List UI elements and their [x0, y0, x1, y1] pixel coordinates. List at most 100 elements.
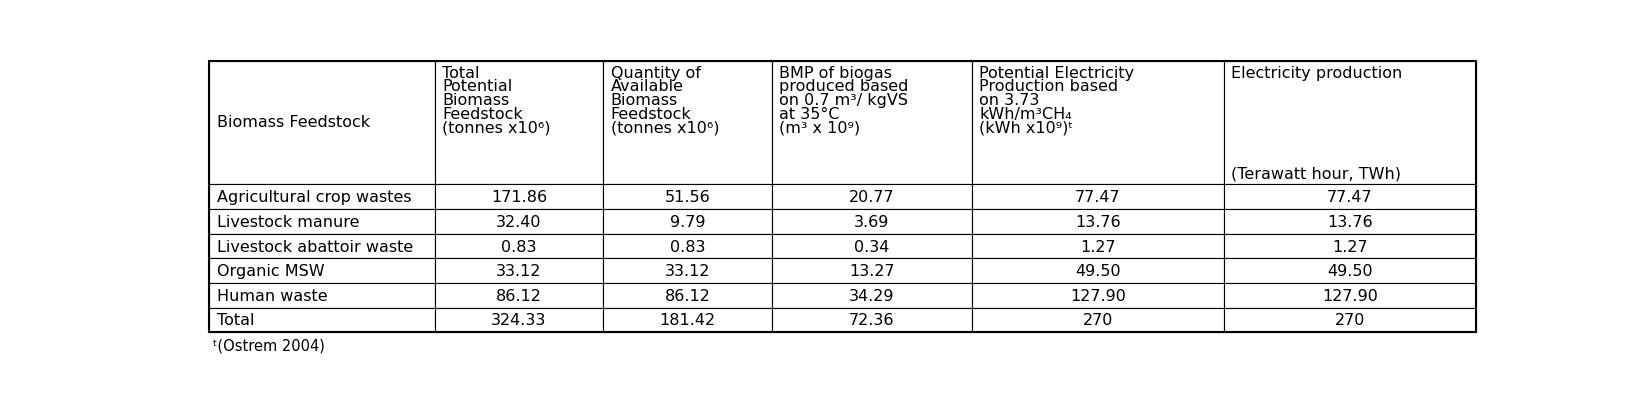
Bar [771, 259, 972, 283]
Bar [1223, 185, 1476, 209]
Text: produced based: produced based [779, 79, 909, 94]
Bar [771, 308, 972, 333]
Bar [209, 283, 434, 308]
Text: Quantity of: Quantity of [612, 65, 700, 81]
Text: (Terawatt hour, TWh): (Terawatt hour, TWh) [1231, 166, 1401, 181]
Text: ᵗ(Ostrem 2004): ᵗ(Ostrem 2004) [214, 337, 326, 352]
Text: Biomass: Biomass [612, 93, 677, 108]
Text: Potential: Potential [442, 79, 513, 94]
Bar [603, 62, 771, 185]
Bar [972, 283, 1223, 308]
Text: 34.29: 34.29 [848, 288, 894, 303]
Text: kWh/m³CH₄: kWh/m³CH₄ [980, 106, 1072, 121]
Text: 32.40: 32.40 [496, 214, 543, 229]
Text: at 35°C: at 35°C [779, 106, 840, 121]
Bar [209, 234, 434, 259]
Bar [603, 234, 771, 259]
Text: Livestock abattoir waste: Livestock abattoir waste [217, 239, 413, 254]
Text: 13.27: 13.27 [848, 263, 894, 279]
Text: 9.79: 9.79 [669, 214, 705, 229]
Bar [1223, 62, 1476, 185]
Bar [771, 185, 972, 209]
Text: 33.12: 33.12 [496, 263, 543, 279]
Text: 0.34: 0.34 [853, 239, 889, 254]
Bar [771, 234, 972, 259]
Bar [972, 209, 1223, 234]
Text: 86.12: 86.12 [664, 288, 710, 303]
Text: Electricity production: Electricity production [1231, 65, 1402, 81]
Bar [771, 283, 972, 308]
Text: 324.33: 324.33 [492, 313, 547, 328]
Bar [434, 259, 603, 283]
Text: Livestock manure: Livestock manure [217, 214, 360, 229]
Text: (tonnes x10⁶): (tonnes x10⁶) [612, 120, 720, 135]
Bar [603, 185, 771, 209]
Text: on 0.7 m³/ kgVS: on 0.7 m³/ kgVS [779, 93, 907, 108]
Bar [434, 185, 603, 209]
Text: Biomass Feedstock: Biomass Feedstock [217, 114, 370, 129]
Text: 51.56: 51.56 [664, 190, 710, 204]
Bar [771, 209, 972, 234]
Text: Potential Electricity: Potential Electricity [980, 65, 1134, 81]
Text: Total: Total [217, 313, 255, 328]
Text: 171.86: 171.86 [492, 190, 547, 204]
Bar [434, 209, 603, 234]
Text: Feedstock: Feedstock [612, 106, 692, 121]
Text: 49.50: 49.50 [1075, 263, 1121, 279]
Bar [434, 234, 603, 259]
Bar [1223, 283, 1476, 308]
Bar [1223, 308, 1476, 333]
Text: 127.90: 127.90 [1070, 288, 1126, 303]
Bar [209, 62, 1476, 333]
Text: Production based: Production based [980, 79, 1118, 94]
Text: 49.50: 49.50 [1327, 263, 1373, 279]
Bar [972, 234, 1223, 259]
Text: Total: Total [442, 65, 480, 81]
Text: 1.27: 1.27 [1080, 239, 1116, 254]
Text: Agricultural crop wastes: Agricultural crop wastes [217, 190, 411, 204]
Text: Organic MSW: Organic MSW [217, 263, 324, 279]
Text: 77.47: 77.47 [1075, 190, 1121, 204]
Text: 77.47: 77.47 [1327, 190, 1373, 204]
Text: Biomass: Biomass [442, 93, 510, 108]
Bar [434, 62, 603, 185]
Text: 127.90: 127.90 [1322, 288, 1378, 303]
Bar [972, 308, 1223, 333]
Bar [603, 308, 771, 333]
Text: 13.76: 13.76 [1327, 214, 1373, 229]
Text: (kWh x10⁹)ᵗ: (kWh x10⁹)ᵗ [980, 120, 1074, 135]
Text: 1.27: 1.27 [1332, 239, 1368, 254]
Text: 3.69: 3.69 [853, 214, 889, 229]
Text: (tonnes x10⁶): (tonnes x10⁶) [442, 120, 551, 135]
Bar [1223, 209, 1476, 234]
Text: 20.77: 20.77 [848, 190, 894, 204]
Bar [603, 283, 771, 308]
Text: 86.12: 86.12 [496, 288, 543, 303]
Bar [1223, 259, 1476, 283]
Text: 0.83: 0.83 [669, 239, 705, 254]
Text: 270: 270 [1082, 313, 1113, 328]
Bar [209, 185, 434, 209]
Text: 72.36: 72.36 [848, 313, 894, 328]
Text: 0.83: 0.83 [501, 239, 536, 254]
Bar [603, 209, 771, 234]
Text: 270: 270 [1335, 313, 1365, 328]
Bar [434, 283, 603, 308]
Bar [434, 308, 603, 333]
Text: BMP of biogas: BMP of biogas [779, 65, 893, 81]
Text: 33.12: 33.12 [664, 263, 710, 279]
Bar [771, 62, 972, 185]
Bar [209, 209, 434, 234]
Text: Feedstock: Feedstock [442, 106, 523, 121]
Bar [209, 259, 434, 283]
Text: (m³ x 10⁹): (m³ x 10⁹) [779, 120, 860, 135]
Text: Human waste: Human waste [217, 288, 327, 303]
Bar [603, 259, 771, 283]
Bar [209, 62, 434, 185]
Text: on 3.73: on 3.73 [980, 93, 1039, 108]
Bar [209, 308, 434, 333]
Bar [1223, 234, 1476, 259]
Bar [972, 259, 1223, 283]
Text: 13.76: 13.76 [1075, 214, 1121, 229]
Bar [972, 185, 1223, 209]
